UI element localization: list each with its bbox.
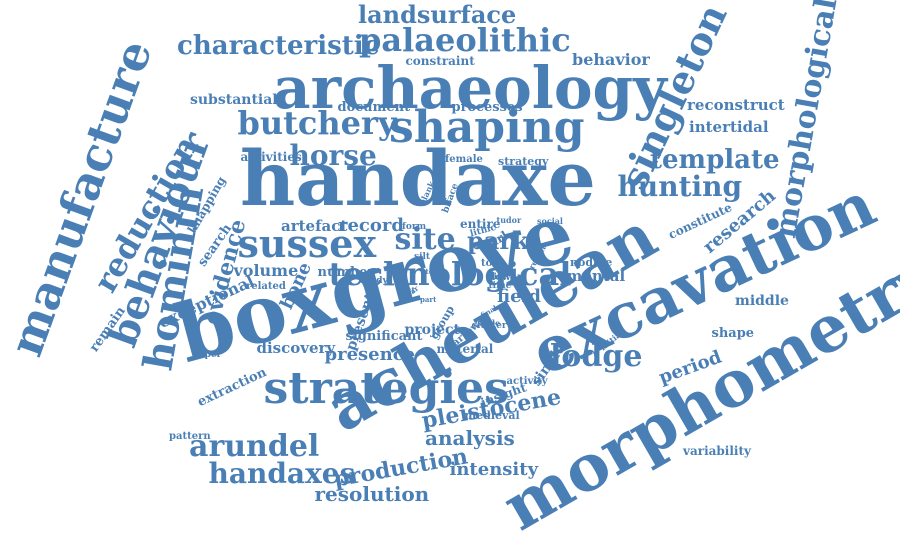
word-artefact: artefact (281, 216, 348, 235)
word-scale: scale (477, 318, 501, 328)
word-landsurface: landsurface (358, 0, 517, 29)
word-substantial: substantial (190, 92, 278, 108)
word-time: time (488, 280, 512, 291)
word-presence: presence (324, 344, 416, 365)
word-flint: flint (488, 271, 507, 281)
word-form: form (402, 221, 427, 232)
word-processes: processes (451, 99, 523, 115)
word-analysis: analysis (425, 426, 515, 450)
word-horse: horse (289, 139, 377, 172)
word-number: number (317, 264, 375, 280)
word-cluster: cluster (471, 320, 507, 331)
word-part: part (420, 294, 437, 304)
word-template: template (650, 145, 780, 175)
word-tool: tool (481, 258, 503, 269)
word-archaeology: archaeology (273, 54, 667, 122)
word-characteristic: characteristic (177, 31, 380, 61)
word-hunting: hunting (617, 170, 743, 203)
word-mental: mental (566, 266, 626, 285)
word-pattern: pattern (169, 431, 211, 442)
word-shape: shape (711, 325, 755, 341)
word-lower: lower (491, 272, 523, 283)
word-butchery: butchery (237, 104, 397, 142)
word-behavior: behavior (572, 50, 650, 69)
word-related: related (246, 281, 286, 292)
word-site: site (394, 222, 456, 257)
word-handaxes: handaxes (208, 457, 356, 490)
word-significant: significant (345, 328, 423, 344)
word-strategy: strategy (498, 154, 549, 168)
word-volume: volume (233, 261, 299, 280)
word-social: social (537, 216, 563, 226)
word-activities: activities (240, 150, 302, 164)
word-document: document (337, 99, 411, 115)
word-variability: variability (683, 444, 751, 458)
word-palaeolithic: palaeolithic (359, 21, 571, 59)
word-nodule: nodule (570, 255, 613, 269)
word-female: female (445, 154, 483, 165)
word-entire: entire (460, 217, 501, 231)
word-technological: technological (328, 255, 572, 293)
word-field: field (497, 286, 541, 307)
word-material: material (436, 342, 494, 356)
word-lodge: lodge (550, 339, 643, 374)
word-silt: silt (414, 251, 431, 262)
word-intensity: intensity (449, 459, 539, 480)
word-tudor: tudor (496, 215, 522, 225)
word-test: test (425, 266, 441, 276)
word-park: park (467, 226, 529, 255)
word-resolution: resolution (314, 482, 430, 506)
word-intertidal: intertidal (689, 117, 769, 136)
word-record: record (338, 215, 404, 236)
word-arundel: arundel (189, 429, 320, 464)
word-reconstruct: reconstruct (687, 95, 785, 114)
word-middle: middle (735, 293, 789, 309)
word-constraint: constraint (405, 54, 475, 68)
word-medieval: medieval (464, 408, 520, 422)
word-project: project (404, 322, 460, 338)
word-shaping: shaping (389, 102, 585, 153)
word-discovery: discovery (256, 338, 336, 357)
word-sussex: sussex (237, 221, 377, 266)
word-lost: lost (398, 285, 416, 295)
word-strategies: strategies (263, 363, 509, 414)
word-handaxe: handaxe (240, 134, 596, 223)
word-study: study (360, 275, 388, 286)
word-paper: paper (192, 349, 222, 360)
word-activity: activity (506, 376, 548, 387)
